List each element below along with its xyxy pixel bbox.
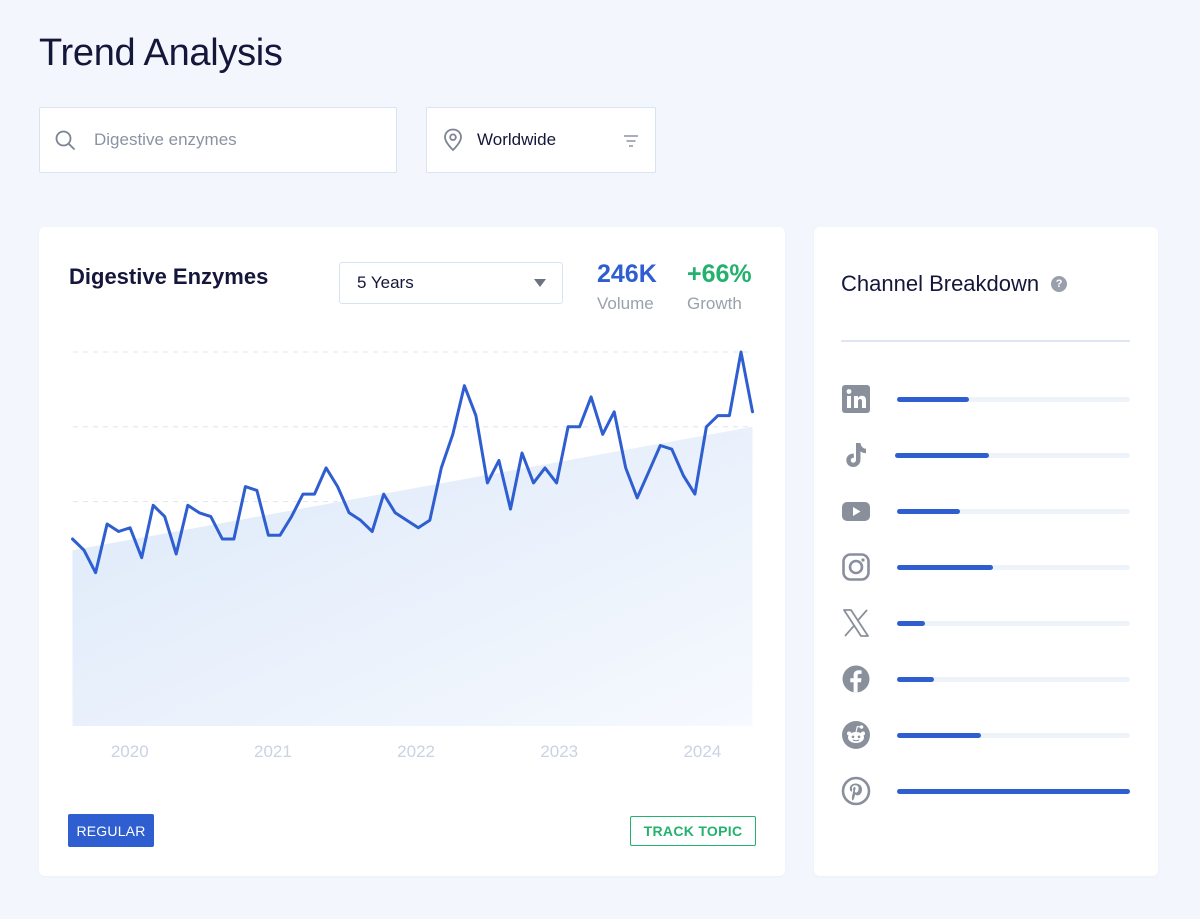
x-tick-label: 2022 [397, 742, 435, 761]
time-range-select[interactable]: 5 Years [339, 262, 563, 304]
channel-row-x [841, 608, 1130, 640]
growth-label: Growth [687, 294, 742, 313]
channel-breakdown-title: Channel Breakdown ? [841, 271, 1068, 297]
trend-area [72, 426, 753, 726]
x-tick-label: 2020 [111, 742, 149, 761]
channel-row-youtube [841, 496, 1130, 528]
channel-bar-track [897, 733, 1130, 738]
channel-bar-fill [897, 509, 960, 514]
pinterest-icon [841, 776, 871, 806]
track-topic-button[interactable]: TRACK TOPIC [630, 816, 756, 846]
channel-row-pinterest [841, 776, 1130, 808]
channel-bar-fill [897, 565, 993, 570]
channel-bar-track [895, 453, 1130, 458]
channel-row-tiktok [841, 440, 1130, 472]
x-tick-label: 2023 [540, 742, 578, 761]
x-tick-label: 2021 [254, 742, 292, 761]
channel-bar-fill [897, 621, 925, 626]
trend-card: Digestive Enzymes 5 Years 246K Volume +6… [39, 227, 785, 876]
search-input[interactable] [94, 130, 344, 150]
channel-bar-track [897, 621, 1130, 626]
volume-label: Volume [597, 294, 654, 313]
chevron-down-icon [534, 279, 546, 287]
regular-button[interactable]: REGULAR [68, 814, 154, 847]
channel-breakdown-label: Channel Breakdown [841, 271, 1040, 296]
channel-bar-track [897, 509, 1130, 514]
channel-bar-fill [897, 677, 935, 682]
x-icon [841, 608, 871, 638]
page-title: Trend Analysis [39, 32, 283, 74]
channel-breakdown-card: Channel Breakdown ? [814, 227, 1158, 876]
facebook-icon [841, 664, 871, 694]
search-box[interactable] [39, 107, 397, 173]
volume-stat: 246K Volume [597, 260, 657, 314]
channel-bar-track [897, 677, 1130, 682]
help-icon[interactable]: ? [1051, 276, 1068, 292]
channel-row-facebook [841, 664, 1130, 696]
volume-value: 246K [597, 260, 657, 288]
search-icon [54, 129, 76, 151]
instagram-icon [841, 552, 871, 582]
divider [841, 340, 1130, 342]
channel-bar-fill [897, 789, 1130, 794]
location-label: Worldwide [477, 130, 557, 149]
channel-row-reddit [841, 720, 1130, 752]
channel-bar-fill [897, 397, 970, 402]
series-line [71, 350, 754, 575]
tiktok-icon [841, 440, 871, 470]
filter-icon[interactable] [623, 134, 639, 148]
linkedin-icon [841, 384, 871, 414]
location-selector[interactable]: Worldwide [426, 107, 656, 173]
channel-bar-track [897, 397, 1130, 402]
channel-bar-fill [897, 733, 981, 738]
trend-chart: 2020 2021 2022 2023 2024 [71, 350, 754, 761]
growth-value: +66% [687, 260, 752, 288]
channel-row-linkedin [841, 384, 1130, 416]
growth-stat: +66% Growth [687, 260, 752, 314]
channel-row-instagram [841, 552, 1130, 584]
channel-bar-track [897, 565, 1130, 570]
time-range-value: 5 Years [357, 273, 414, 292]
reddit-icon [841, 720, 871, 750]
channel-bar-fill [895, 453, 989, 458]
channel-bar-track [897, 789, 1130, 794]
location-pin-icon [443, 128, 463, 152]
youtube-icon [841, 496, 871, 526]
x-tick-label: 2024 [683, 742, 721, 761]
chart-title: Digestive Enzymes [69, 264, 269, 289]
